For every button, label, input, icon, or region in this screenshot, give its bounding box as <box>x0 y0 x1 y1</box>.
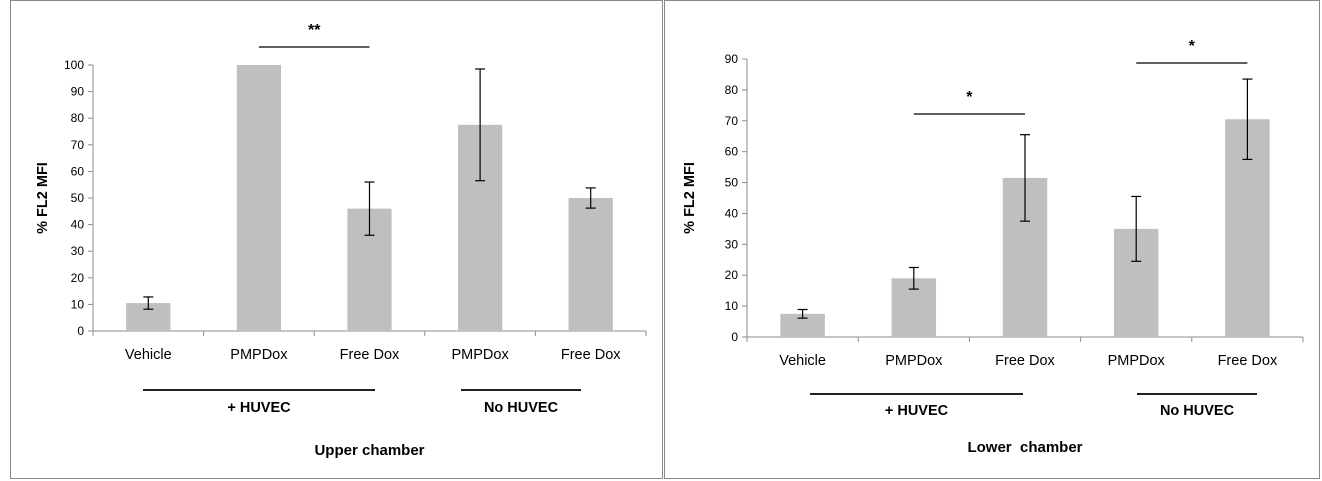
y-tick-label: 90 <box>725 52 739 66</box>
lower-chamber-chart-panel: 0 10 20 30 40 50 60 70 80 90 Vehicle PMPDox Free Dox… <box>664 0 1320 479</box>
y-tick-label: 30 <box>71 244 85 258</box>
y-tick-label: 60 <box>725 145 739 159</box>
y-tick-label: 50 <box>71 191 85 205</box>
significance-label: ** <box>308 22 321 39</box>
x-axis-title: Lower chamber <box>967 439 1082 456</box>
upper-chamber-chart-panel: 0 10 20 30 40 50 60 70 80 90 100 Vehicle PMPDox Free … <box>10 0 663 479</box>
y-tick-label: 80 <box>71 111 85 125</box>
group-label: + HUVEC <box>885 403 949 419</box>
bar <box>236 65 282 331</box>
y-tick-label: 50 <box>725 176 739 190</box>
significance-label: * <box>966 89 973 106</box>
y-tick-label: 70 <box>71 138 85 152</box>
bar <box>568 198 613 331</box>
category-label: Vehicle <box>779 353 826 369</box>
y-tick-label: 0 <box>731 330 738 344</box>
y-tick-label: 20 <box>71 271 85 285</box>
upper-chamber-chart: 0 10 20 30 40 50 60 70 80 90 100 Vehicle PMPDox Free … <box>35 22 647 459</box>
y-tick-label: 100 <box>64 58 84 72</box>
y-tick-label: 40 <box>725 206 739 220</box>
lower-chamber-chart: 0 10 20 30 40 50 60 70 80 90 Vehicle PMPDox Free Dox… <box>682 38 1304 456</box>
bar <box>780 313 825 337</box>
category-label: Vehicle <box>125 347 172 363</box>
y-axis-title: % FL2 MFI <box>682 162 698 234</box>
y-tick-label: 70 <box>725 114 739 128</box>
group-label: No HUVEC <box>484 400 559 416</box>
category-label: Free Dox <box>995 353 1055 369</box>
significance-label: * <box>1189 38 1196 55</box>
y-tick-label: 10 <box>725 299 739 313</box>
y-axis-title: % FL2 MFI <box>35 162 51 234</box>
category-label: PMPDox <box>451 347 509 363</box>
y-tick-label: 40 <box>71 218 85 232</box>
category-label: PMPDox <box>1108 353 1166 369</box>
category-label: PMPDox <box>885 353 943 369</box>
category-label: Free Dox <box>340 347 400 363</box>
y-tick-label: 90 <box>71 85 85 99</box>
category-label: Free Dox <box>1218 353 1278 369</box>
category-label: PMPDox <box>230 347 288 363</box>
y-tick-label: 20 <box>725 268 739 282</box>
y-tick-label: 80 <box>725 83 739 97</box>
y-tick-label: 60 <box>71 164 85 178</box>
y-tick-label: 10 <box>71 297 85 311</box>
x-axis-title: Upper chamber <box>314 442 424 459</box>
y-tick-label: 0 <box>77 324 84 338</box>
y-tick-label: 30 <box>725 237 739 251</box>
group-label: No HUVEC <box>1160 403 1235 419</box>
group-label: + HUVEC <box>227 400 291 416</box>
category-label: Free Dox <box>561 347 621 363</box>
